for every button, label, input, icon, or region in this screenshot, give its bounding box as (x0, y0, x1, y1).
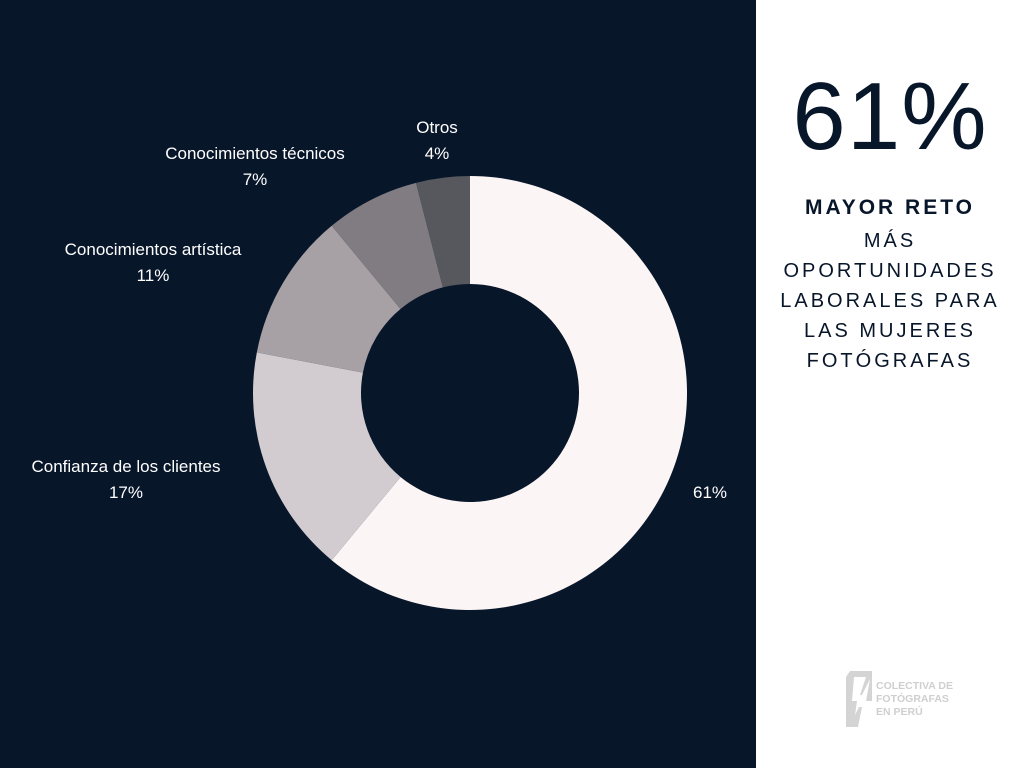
logo-line-3: EN PERÚ (876, 705, 923, 718)
label-otros-name: Otros (416, 118, 458, 137)
highlight-description: MÁS OPORTUNIDADES LABORALES PARA LAS MUJ… (780, 230, 1000, 372)
slice-otros (416, 176, 470, 288)
chart-panel: Otros 4% Conocimientos técnicos 7% Conoc… (0, 0, 756, 768)
logo-line-1: COLECTIVA DE (876, 679, 954, 692)
label-main-slice: 61% (693, 480, 727, 506)
highlight-panel: 61% MAYOR RETO MÁS OPORTUNIDADES LABORAL… (756, 0, 1024, 768)
lightning-logo-icon (846, 671, 872, 727)
label-conocimientos-artistica: Conocimientos artística 11% (65, 237, 242, 289)
label-tecnicos-name: Conocimientos técnicos (165, 144, 345, 163)
label-otros: Otros 4% (416, 115, 458, 167)
label-otros-value: 4% (424, 144, 450, 163)
label-artistica-name: Conocimientos artística (64, 240, 242, 259)
label-confianza-value: 17% (108, 483, 144, 502)
highlight-title: MAYOR RETO (804, 196, 976, 219)
label-confianza-clientes: Confianza de los clientes 17% (31, 454, 220, 506)
collective-logo: COLECTIVA DE FOTÓGRAFAS EN PERÚ (846, 670, 956, 728)
highlight-percent: 61% (792, 63, 988, 170)
slice-conocimientos-tecnicos (331, 182, 443, 310)
slice-conocimientos-artistica (256, 225, 401, 373)
slice-confianza-clientes (252, 352, 401, 561)
label-tecnicos-value: 7% (242, 170, 268, 189)
label-artistica-value: 11% (136, 266, 170, 285)
logo-line-2: FOTÓGRAFAS (876, 692, 949, 705)
label-main-value: 61% (692, 483, 728, 502)
donut-chart (252, 176, 688, 611)
slice-main (331, 176, 688, 611)
logo-text: COLECTIVA DE FOTÓGRAFAS EN PERÚ (876, 680, 953, 719)
label-conocimientos-tecnicos: Conocimientos técnicos 7% (165, 141, 345, 193)
label-confianza-name: Confianza de los clientes (31, 457, 221, 476)
